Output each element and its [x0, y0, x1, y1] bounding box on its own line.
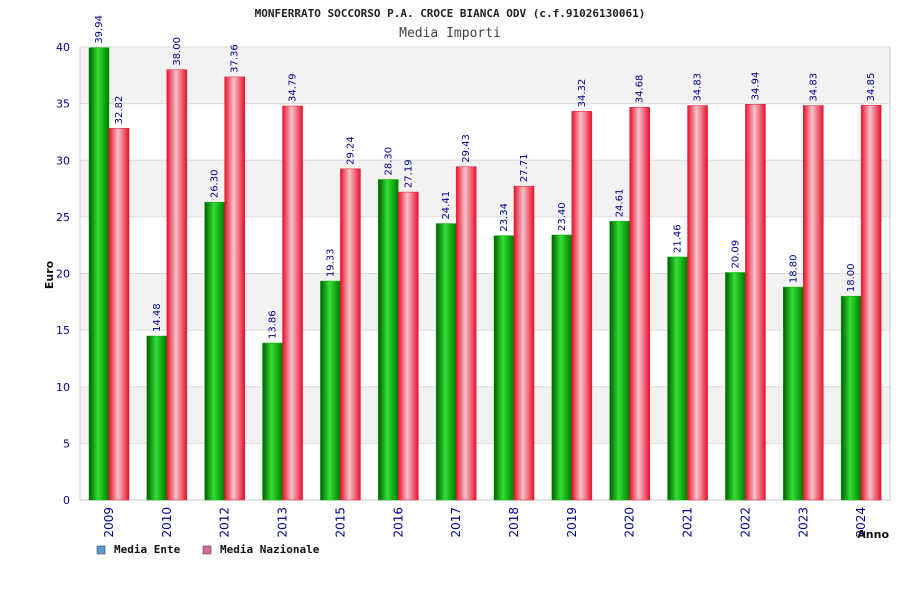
x-tick-label: 2010: [160, 507, 174, 538]
bar-media-nazionale-2009: [108, 128, 130, 501]
y-tick-label: 0: [63, 494, 70, 507]
bar-media-ente-2012: [204, 201, 225, 501]
bar-media-nazionale-2015: [340, 168, 361, 501]
bar-media-ente-2015: [320, 280, 341, 501]
bar-media-ente-2023: [783, 286, 804, 501]
grid-band: [80, 386, 890, 444]
x-axis-ticks: 2009 2010 2012 2013 2015 2016 2017 2018 2019 2020…: [102, 507, 868, 538]
y-tick-label: 20: [56, 268, 70, 281]
y-tick-label: 5: [63, 437, 70, 450]
x-tick-label: 2023: [796, 507, 810, 538]
y-tick-label: 35: [56, 98, 70, 111]
x-axis-label: Anno: [857, 528, 889, 541]
grid-band: [80, 160, 890, 217]
bar-media-nazionale-2010: [166, 69, 188, 501]
data-label: 28.30: [383, 147, 394, 176]
data-label: 21.46: [673, 224, 684, 253]
bar-media-ente-2019: [551, 234, 573, 501]
bar-media-nazionale-2016: [398, 191, 419, 501]
bar-media-nazionale-2020: [629, 106, 650, 501]
data-label: 23.40: [557, 202, 568, 231]
chart-title: MONFERRATO SOCCORSO P.A. CROCE BIANCA OD…: [255, 7, 646, 20]
data-label: 38.00: [172, 37, 183, 66]
data-label: 29.43: [461, 134, 472, 163]
y-axis-ticks: 0 5 10 15 20 25 30 35 40: [56, 41, 70, 507]
y-tick-label: 40: [56, 41, 70, 54]
x-tick-label: 2015: [333, 507, 347, 538]
bar-media-ente-2021: [667, 256, 688, 501]
x-tick-label: 2012: [218, 507, 232, 538]
bars: [88, 47, 882, 501]
x-tick-label: 2022: [738, 507, 752, 538]
data-label: 29.24: [345, 136, 356, 165]
x-tick-label: 2024: [854, 507, 868, 538]
bar-media-nazionale-2021: [687, 105, 708, 501]
bar-media-nazionale-2018: [513, 185, 535, 501]
bar-labels: 39.94 14.48 26.30 13.86 19.33 28.30 24.41 23.34…: [94, 15, 877, 339]
grid-band: [80, 273, 890, 331]
y-tick-label: 10: [56, 381, 70, 394]
data-label: 20.09: [730, 240, 741, 269]
data-label: 34.94: [750, 72, 761, 101]
data-label: 19.33: [325, 248, 336, 277]
bar-media-nazionale-2024: [860, 105, 882, 501]
data-label: 13.86: [268, 310, 279, 339]
data-label: 34.83: [808, 73, 819, 102]
x-tick-label: 2021: [681, 507, 695, 538]
data-label: 24.41: [441, 191, 452, 220]
data-label: 34.83: [693, 73, 704, 102]
data-label: 23.34: [499, 203, 510, 232]
data-label: 34.68: [635, 75, 646, 104]
legend-label-media-nazionale: Media Nazionale: [220, 543, 320, 556]
y-axis-label: Euro: [43, 260, 56, 289]
bar-media-ente-2022: [725, 272, 746, 501]
x-tick-label: 2019: [565, 507, 579, 538]
data-label: 18.00: [846, 264, 857, 293]
bar-media-ente-2009: [88, 47, 110, 501]
data-label: 37.36: [230, 44, 241, 73]
y-tick-label: 15: [56, 324, 70, 337]
y-tick-label: 30: [56, 154, 70, 167]
x-tick-label: 2020: [623, 507, 637, 538]
chart-subtitle: Media Importi: [399, 26, 501, 41]
data-label: 32.82: [114, 96, 125, 125]
x-tick-label: 2018: [507, 507, 521, 538]
grid-band: [80, 47, 890, 104]
bar-media-nazionale-2022: [745, 104, 766, 501]
bar-media-nazionale-2013: [282, 105, 303, 501]
legend-swatch-media-ente: [96, 545, 106, 555]
x-tick-label: 2017: [449, 507, 463, 538]
y-tick-label: 25: [56, 211, 70, 224]
legend: Media Ente Media Nazionale: [96, 543, 320, 556]
bar-media-nazionale-2012: [224, 76, 245, 501]
bar-media-ente-2018: [493, 235, 515, 501]
bar-media-nazionale-2023: [803, 105, 824, 501]
bar-media-nazionale-2019: [571, 111, 593, 501]
bar-media-ente-2024: [840, 295, 862, 501]
bar-media-nazionale-2017: [455, 166, 477, 501]
bar-media-ente-2010: [146, 335, 168, 501]
data-label: 18.80: [788, 254, 799, 283]
data-label: 14.48: [152, 303, 163, 332]
data-label: 39.94: [94, 15, 105, 44]
data-label: 26.30: [210, 170, 221, 199]
x-tick-label: 2016: [391, 507, 405, 538]
bar-media-ente-2020: [609, 221, 630, 501]
data-label: 27.71: [519, 154, 530, 183]
x-tick-label: 2013: [276, 507, 290, 538]
data-label: 34.32: [577, 79, 588, 108]
data-label: 34.85: [866, 73, 877, 102]
bar-media-ente-2017: [435, 223, 457, 501]
legend-swatch-media-nazionale: [202, 545, 212, 555]
legend-label-media-ente: Media Ente: [114, 543, 181, 556]
data-label: 24.61: [615, 189, 626, 218]
plot-background: [79, 46, 891, 501]
x-tick-label: 2009: [102, 507, 116, 538]
data-label: 27.19: [403, 159, 414, 188]
bar-media-ente-2013: [262, 342, 283, 501]
bar-media-ente-2016: [378, 179, 399, 501]
data-label: 34.79: [288, 73, 299, 102]
